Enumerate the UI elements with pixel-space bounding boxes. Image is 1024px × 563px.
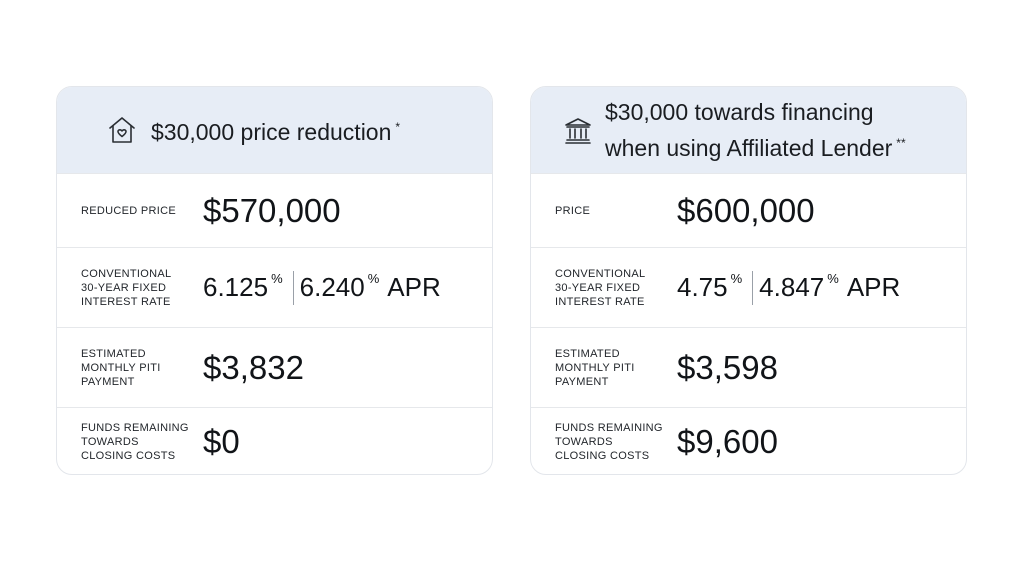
- interest-rate-value: 6.125% 6.240% APR: [203, 270, 441, 305]
- card-title-line-1: $30,000 towards financing: [605, 98, 874, 125]
- price-label: Reduced price: [81, 204, 176, 217]
- footnote-mark: *: [395, 120, 401, 134]
- interest-rate-label: Conventional 30-year fixed interest rate: [81, 267, 172, 308]
- closing-funds-row: Funds remaining towards closing costs $9…: [531, 407, 966, 474]
- interest-rate-label: Conventional 30-year fixed interest rate: [555, 267, 646, 308]
- payment-row: Estimated monthly PITI payment $3,598: [531, 327, 966, 407]
- house-heart-icon: [107, 115, 137, 145]
- rate-percent-sign: %: [271, 271, 283, 286]
- payment-value: $3,598: [677, 348, 778, 386]
- card-header: $30,000 towards financing when using Aff…: [531, 87, 966, 173]
- closing-funds-value: $0: [203, 422, 240, 460]
- apr-percent-sign: %: [367, 271, 380, 286]
- apr-label: APR: [846, 272, 901, 302]
- closing-funds-value: $9,600: [677, 422, 778, 460]
- interest-rate-value: 4.75% 4.847% APR: [677, 270, 901, 305]
- interest-rate-row: Conventional 30-year fixed interest rate…: [57, 247, 492, 327]
- price-value: $570,000: [203, 191, 341, 229]
- rate-percent-sign: %: [730, 271, 743, 286]
- closing-funds-label: Funds remaining towards closing costs: [555, 421, 663, 462]
- price-row: Reduced price $570,000: [57, 173, 492, 247]
- apr-percent-sign: %: [827, 271, 839, 286]
- interest-rate-row: Conventional 30-year fixed interest rate…: [531, 247, 966, 327]
- rate-number: 6.125: [203, 272, 269, 302]
- rate-number: 4.75: [677, 272, 728, 302]
- bank-building-icon: [563, 115, 593, 145]
- price-label: Price: [555, 204, 591, 217]
- apr-number: 6.240: [299, 272, 365, 302]
- price-value: $600,000: [677, 191, 815, 229]
- apr-label: APR: [387, 272, 441, 302]
- price-row: Price $600,000: [531, 173, 966, 247]
- card-title-text: $30,000 price reduction: [151, 119, 392, 145]
- card-title: $30,000 towards financing when using Aff…: [605, 97, 906, 164]
- price-reduction-card: $30,000 price reduction * Reduced price $…: [56, 86, 493, 475]
- payment-label: Estimated monthly PITI payment: [555, 347, 635, 388]
- card-title-line-2: when using Affiliated Lender: [605, 134, 893, 161]
- closing-funds-label: Funds remaining towards closing costs: [81, 421, 189, 462]
- footnote-mark: **: [896, 135, 906, 150]
- apr-number: 4.847: [759, 272, 825, 302]
- rate-divider: [292, 270, 294, 305]
- rate-divider: [752, 270, 754, 305]
- financing-card: $30,000 towards financing when using Aff…: [530, 86, 967, 475]
- card-header: $30,000 price reduction *: [57, 87, 492, 173]
- payment-label: Estimated monthly PITI payment: [81, 347, 161, 388]
- card-title: $30,000 price reduction *: [151, 112, 400, 148]
- payment-row: Estimated monthly PITI payment $3,832: [57, 327, 492, 407]
- payment-value: $3,832: [203, 348, 304, 386]
- closing-funds-row: Funds remaining towards closing costs $0: [57, 407, 492, 474]
